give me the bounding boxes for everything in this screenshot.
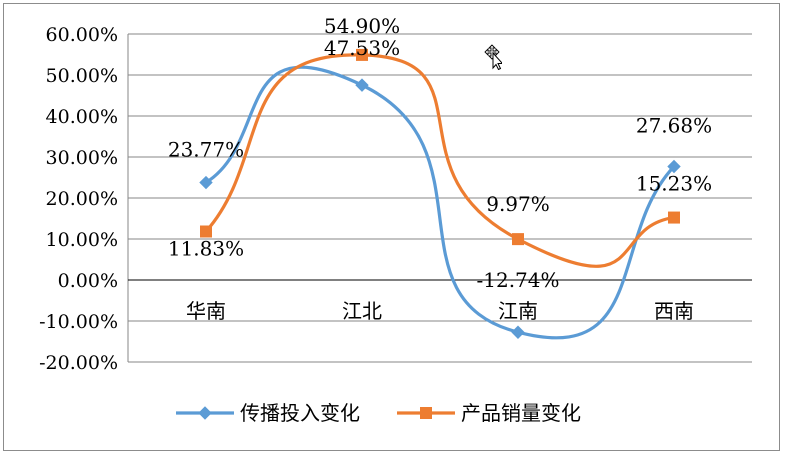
series-line-1 [205, 65, 676, 340]
data-point-marker [355, 78, 369, 92]
data-label: 47.53% [324, 36, 400, 60]
y-tick-label: 60.00% [46, 24, 118, 46]
series-line-2 [204, 53, 675, 268]
y-tick-label: 20.00% [46, 188, 118, 210]
y-tick-label: -10.00% [39, 311, 118, 333]
data-point-marker [512, 233, 524, 246]
move-cursor-icon [484, 44, 502, 70]
y-tick-label: 30.00% [46, 147, 118, 169]
legend-marker [198, 406, 212, 420]
category-label: 华南 [186, 299, 226, 323]
category-label: 西南 [654, 299, 694, 323]
data-point-marker [199, 175, 213, 190]
legend-marker [420, 407, 432, 419]
y-tick-label: 50.00% [46, 65, 118, 87]
data-point-marker [667, 159, 681, 174]
y-tick-label: 10.00% [46, 229, 118, 251]
data-point-marker [356, 48, 368, 61]
legend-label: 产品销量变化 [461, 401, 581, 425]
line-chart: 60.00% 50.00% 40.00% 30.00% 20.00% 10.00% 0.00… [39, 14, 752, 425]
y-tick-label: 40.00% [46, 106, 118, 128]
data-label: 11.83% [168, 236, 244, 260]
data-label: 27.68% [636, 114, 712, 138]
data-point-marker [200, 225, 212, 238]
data-point-marker [668, 211, 680, 224]
chart-frame: 60.00% 50.00% 40.00% 30.00% 20.00% 10.00% 0.00… [3, 3, 780, 451]
data-label: 54.90% [324, 14, 400, 38]
data-label: -12.74% [476, 268, 559, 292]
y-tick-label: 0.00% [58, 270, 118, 292]
legend-label: 传播投入变化 [240, 401, 360, 425]
data-point-marker [511, 325, 525, 339]
y-tick-label: -20.00% [39, 352, 118, 374]
category-label: 江南 [498, 299, 538, 323]
data-label: 9.97% [486, 192, 550, 216]
data-label: 15.23% [636, 172, 712, 196]
category-label: 江北 [342, 299, 382, 323]
data-label: 23.77% [168, 138, 244, 162]
